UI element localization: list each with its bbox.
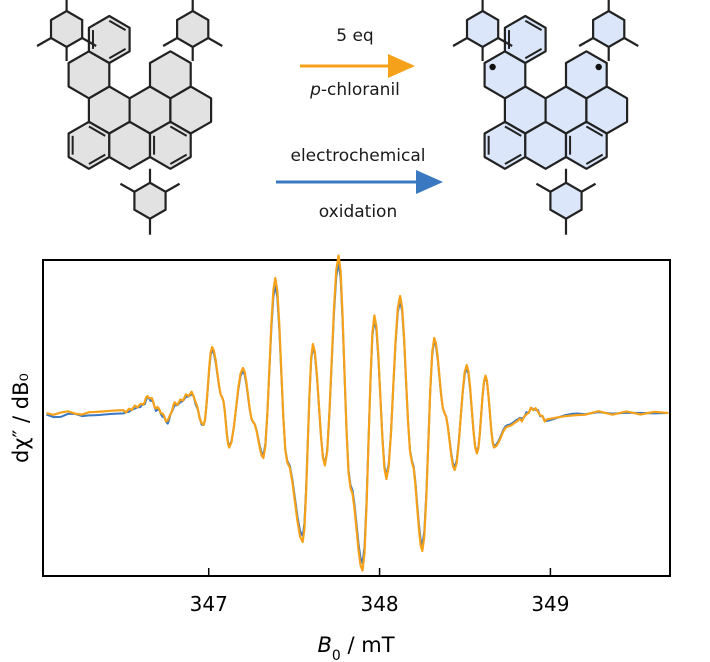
x-tick-label: 348 <box>360 592 398 616</box>
spectrum-series-1 <box>46 262 669 564</box>
x-axis-label: B0 / mT <box>317 633 394 662</box>
x-tick-label: 349 <box>531 592 569 616</box>
diradical-product-molecule <box>452 0 639 235</box>
x-axis-ticks: 347 348 349 <box>190 568 570 616</box>
precursor-molecule <box>36 0 223 235</box>
oxidant-name: -chloranil <box>320 80 400 100</box>
spectrum-series-2 <box>46 254 669 572</box>
arrow-label-oxidation: oxidation <box>318 202 398 222</box>
oxidant-prefix: p <box>310 80 321 100</box>
x-axis-symbol: B <box>317 633 331 657</box>
arrow-label-oxidant: p-chloranil <box>270 80 440 100</box>
arrow-label-equivalents: 5 eq <box>336 26 374 46</box>
x-axis-subscript: 0 <box>332 648 341 662</box>
arrow-label-electrochemical: electrochemical <box>290 146 426 166</box>
x-axis-unit: / mT <box>341 633 395 657</box>
spectrum-traces <box>46 254 669 572</box>
reaction-scheme <box>36 0 639 235</box>
y-axis-label: dχ″ / dB₀ <box>9 373 33 463</box>
plot-frame <box>42 259 671 577</box>
x-tick-label: 347 <box>190 592 228 616</box>
